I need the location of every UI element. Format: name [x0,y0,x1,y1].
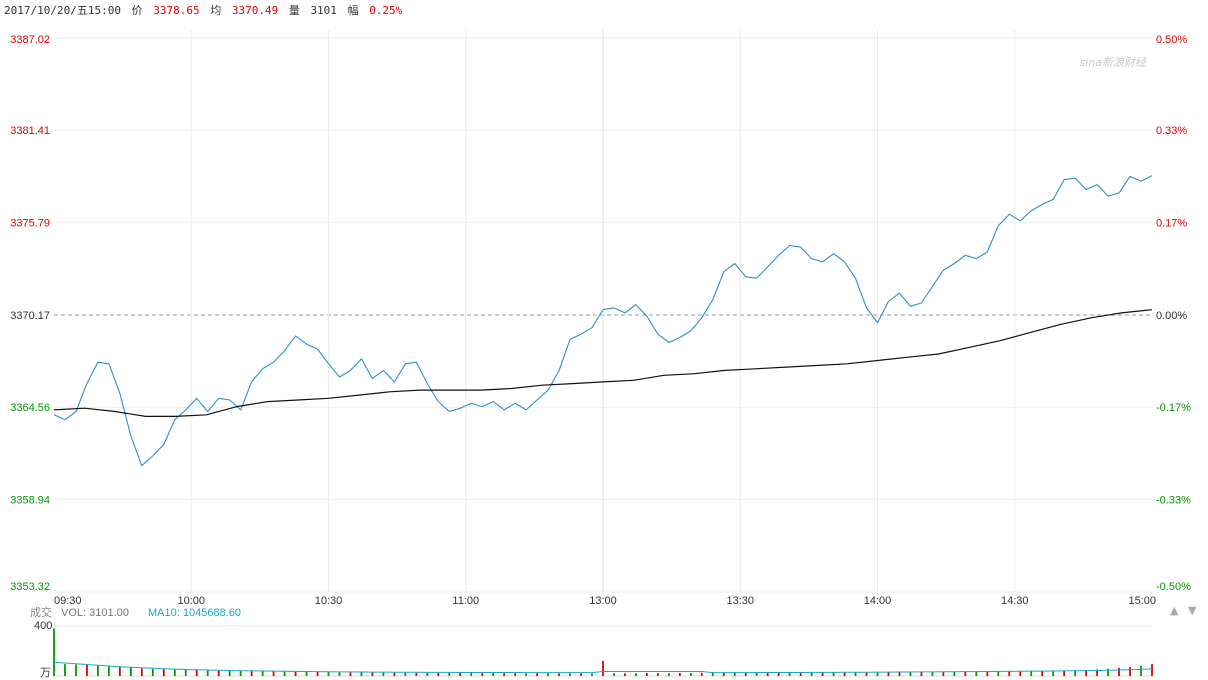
y-tick-label: 3353.32 [10,581,50,593]
header-amp: 0.25% [369,4,403,17]
x-tick-label: 15:00 [1128,595,1156,607]
watermark-logo: sina新浪财经 [1080,56,1147,69]
x-tick-label: 09:30 [54,595,82,607]
header-avg-label: 均 [210,4,222,17]
header-vol: 3101 [310,4,337,17]
header-price-label: 价 [131,4,143,17]
scroll-up-icon[interactable]: ▲ [1170,604,1179,617]
x-tick-label: 13:30 [726,595,754,607]
volume-top-tick: 400 [34,620,53,632]
x-tick-label: 14:30 [1001,595,1029,607]
x-tick-label: 11:00 [452,595,479,607]
y-tick-label: 3364.56 [10,402,50,414]
y-tick-label: 3358.94 [10,495,50,507]
y-tick-label: 3370.17 [10,310,50,322]
header-price: 3378.65 [153,4,200,17]
header-avg: 3370.49 [231,4,279,17]
volume-label: 成交 [30,607,52,619]
header-amp-label: 幅 [347,4,359,17]
volume-info: 成交 VOL: 3101.00 MA10: 1045688.60 [30,604,241,620]
average-line [53,309,1153,417]
x-tick-label: 10:00 [177,595,205,607]
y-right-tick-label: -0.50% [1156,581,1191,593]
header-vol-label: 量 [288,4,300,17]
x-tick-label: 13:00 [589,595,617,607]
quote-header: 2017/10/20/五15:00 价 3378.65 均 3370.49 量 … [4,2,406,18]
volume-vol-text: VOL: 3101.00 [61,607,129,619]
x-tick-label: 14:00 [864,595,892,607]
scroll-down-icon[interactable]: ▼ [1188,604,1197,617]
y-right-tick-label: -0.33% [1156,495,1191,507]
x-tick-label: 10:30 [315,595,343,607]
volume-ma10-line [53,661,1153,674]
y-right-tick-label: -0.17% [1156,402,1191,414]
volume-ma-text: MA10: 1045688.60 [148,607,241,619]
volume-unit: 万 [40,667,51,679]
y-tick-label: 3387.02 [10,34,50,46]
y-tick-label: 3375.79 [10,218,50,230]
y-right-tick-label: 0.50% [1156,34,1187,46]
y-right-tick-label: 0.00% [1156,310,1187,322]
y-right-tick-label: 0.17% [1156,218,1187,230]
y-tick-label: 3381.41 [10,125,50,137]
header-datetime: 2017/10/20/五15:00 [4,4,121,17]
y-right-tick-label: 0.33% [1156,125,1187,137]
